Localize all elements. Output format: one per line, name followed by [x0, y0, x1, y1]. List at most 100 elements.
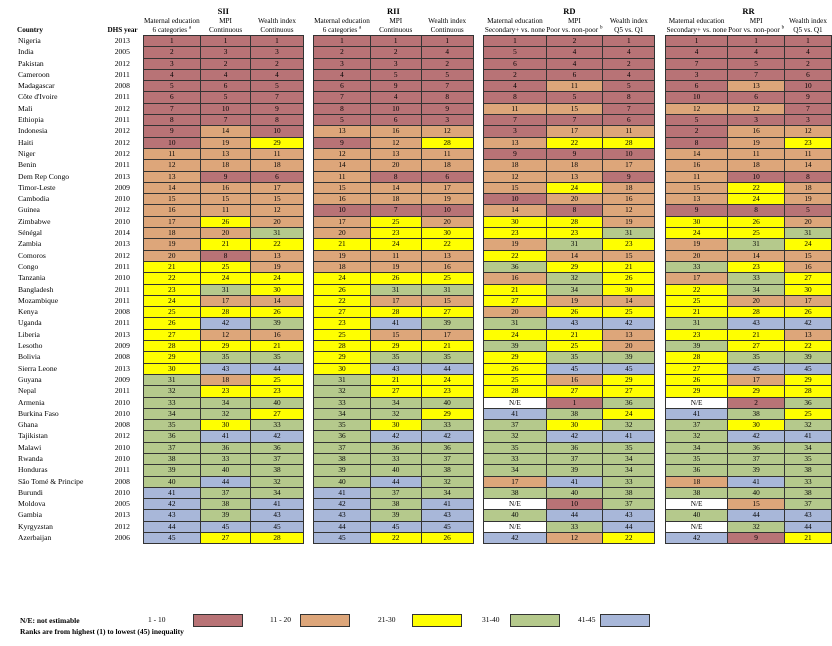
- rank-cell: 23: [143, 283, 201, 296]
- rank-cell: 29: [545, 260, 604, 274]
- rank-cell: 26: [250, 306, 304, 319]
- rank-cell: 16: [727, 125, 785, 138]
- rank-cell: 15: [783, 249, 832, 262]
- sub2-header: Secondary+ vs. none: [484, 25, 546, 34]
- column-gap: [655, 465, 666, 476]
- column-gap: [473, 261, 484, 272]
- rank-cell: 30: [664, 215, 729, 229]
- rank-cell: 6: [369, 114, 422, 127]
- rank-cell: 2: [143, 46, 201, 59]
- rank-cell: 39: [143, 464, 201, 477]
- country-cell: Mozambique: [18, 295, 59, 305]
- rank-cell: 4: [313, 68, 371, 82]
- rank-cell: 4: [199, 68, 252, 82]
- rank-cell: 32: [727, 520, 785, 534]
- sub-header: MPI: [568, 16, 581, 25]
- rank-cell: 19: [727, 136, 785, 149]
- rank-cell: 12: [420, 125, 474, 138]
- column-gap: [473, 318, 484, 329]
- sub-header: MPI: [219, 16, 232, 25]
- rank-cell: 14: [250, 294, 304, 308]
- rank-cell: 33: [545, 520, 604, 534]
- rank-cell: 41: [369, 317, 422, 330]
- rank-cell: 34: [602, 464, 656, 477]
- column-gap: [473, 499, 484, 510]
- rank-cell: 13: [483, 136, 547, 149]
- column-gap: [473, 171, 484, 182]
- rank-cell: 4: [483, 80, 547, 93]
- year-cell: 2012: [114, 126, 130, 136]
- column-gap: [473, 103, 484, 114]
- rank-cell: 33: [313, 396, 371, 409]
- rank-cell: 45: [727, 362, 785, 375]
- country-header: Country: [17, 26, 43, 34]
- country-cell: Mali: [18, 103, 33, 113]
- column-gap: [303, 533, 314, 544]
- column-gap: [655, 295, 666, 306]
- column-gap: [303, 295, 314, 306]
- rank-cell: 36: [313, 430, 371, 443]
- table-row: Moldova 2005 42 38 41 42 38 41 N/E 10 37 N/E 15 37: [16, 498, 832, 511]
- year-cell: 2011: [114, 318, 130, 328]
- column-gap: [303, 126, 314, 137]
- rank-cell: 40: [483, 509, 547, 522]
- rank-cell: 38: [664, 486, 729, 500]
- rank-cell: 40: [545, 486, 604, 500]
- year-cell: 2010: [114, 216, 130, 226]
- country-cell: Ethiopia: [18, 115, 44, 125]
- column-gap: [655, 171, 666, 182]
- year-cell: 2013: [114, 329, 130, 339]
- year-cell: 2011: [114, 284, 130, 294]
- rank-cell: 18: [199, 159, 252, 172]
- rank-cell: 13: [664, 193, 729, 206]
- column-gap: [473, 115, 484, 126]
- rank-cell: 30: [602, 283, 656, 296]
- rank-cell: 9: [420, 102, 474, 116]
- rank-cell: 8: [199, 249, 252, 262]
- rank-cell: 37: [420, 452, 474, 466]
- rank-cell: 25: [602, 306, 656, 319]
- footnote-a: a: [188, 25, 192, 31]
- year-cell: 2012: [114, 148, 130, 158]
- rank-cell: 1: [420, 34, 474, 48]
- column-gap: [473, 386, 484, 397]
- column-gap: [473, 341, 484, 352]
- rank-cell: 17: [250, 181, 304, 195]
- rank-cell: 41: [313, 486, 371, 500]
- column-gap: [655, 307, 666, 318]
- column-gap: [655, 397, 666, 408]
- column-gap: [303, 284, 314, 295]
- column-gap: [473, 521, 484, 532]
- rank-cell: 24: [143, 294, 201, 308]
- rank-cell: 18: [664, 475, 729, 488]
- rank-cell: 8: [602, 91, 656, 104]
- rank-cell: 22: [420, 238, 474, 251]
- rank-cell: 4: [420, 46, 474, 59]
- column-gap: [473, 205, 484, 216]
- rank-cell: 25: [369, 215, 422, 229]
- rank-cell: 3: [313, 57, 371, 70]
- year-cell: 2010: [114, 408, 130, 418]
- table-row: Nigeria 2013 1 1 1 1 1 1 1 2 1 1 1 1: [16, 34, 832, 48]
- rank-cell: 45: [420, 520, 474, 534]
- table-row: Zambia 2013 19 21 22 21 24 22 19 31 23 19 31 24: [16, 238, 832, 251]
- rank-cell: 40: [143, 475, 201, 488]
- column-gap: [303, 81, 314, 92]
- rank-cell: 16: [250, 328, 304, 342]
- rank-cell: 18: [199, 373, 252, 387]
- rank-cell: N/E: [483, 396, 547, 409]
- rank-cell: 4: [727, 46, 785, 59]
- rank-cell: 12: [727, 102, 785, 116]
- year-cell: 2012: [114, 205, 130, 215]
- rank-cell: 25: [250, 373, 304, 387]
- column-gap: [303, 261, 314, 272]
- rank-cell: 24: [783, 238, 832, 251]
- rank-cell: N/E: [483, 498, 547, 511]
- rank-cell: 41: [483, 407, 547, 421]
- rank-cell: 26: [143, 317, 201, 330]
- rank-cell: 20: [143, 249, 201, 262]
- rank-cell: 13: [420, 249, 474, 262]
- rank-cell: 16: [602, 193, 656, 206]
- table-row: Bangladesh 2011 23 31 30 26 31 31 21 34 30 22 34 30: [16, 283, 832, 296]
- column-gap: [303, 476, 314, 487]
